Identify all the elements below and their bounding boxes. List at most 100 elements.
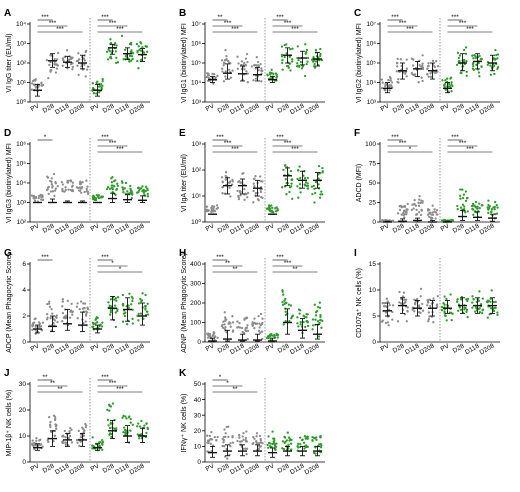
- data-point: [83, 59, 87, 62]
- data-point: [64, 317, 67, 320]
- data-point: [427, 64, 430, 68]
- data-point: [283, 299, 286, 302]
- data-point: [474, 55, 477, 58]
- data-point: [110, 181, 114, 184]
- data-point: [288, 319, 291, 323]
- data-point: [380, 86, 384, 90]
- data-point: [140, 300, 143, 303]
- data-point: [455, 63, 459, 67]
- data-point: [111, 402, 115, 405]
- data-point: [477, 71, 481, 74]
- data-point: [456, 204, 459, 208]
- data-point: [224, 171, 228, 174]
- data-point: [496, 313, 499, 317]
- data-point: [140, 419, 143, 423]
- data-point: [299, 436, 302, 439]
- data-point: [79, 436, 83, 439]
- data-point: [101, 321, 104, 324]
- y-tick-label: 10⁴: [16, 180, 26, 187]
- data-point: [68, 434, 72, 438]
- data-point: [30, 82, 34, 85]
- x-tick-label: D208: [304, 222, 321, 236]
- data-point: [245, 440, 249, 443]
- data-point: [302, 320, 305, 324]
- data-point: [139, 312, 143, 315]
- data-point: [258, 434, 262, 438]
- data-point: [246, 196, 249, 199]
- data-point: [136, 51, 139, 54]
- data-point: [306, 187, 310, 190]
- data-point: [83, 306, 86, 310]
- data-point: [287, 436, 291, 439]
- data-point: [486, 206, 489, 209]
- data-point: [471, 306, 474, 309]
- data-point: [478, 75, 481, 78]
- data-point: [99, 323, 102, 326]
- data-point: [228, 321, 231, 324]
- x-tick-label: D28: [42, 462, 56, 474]
- data-point: [259, 439, 263, 442]
- data-point: [141, 185, 144, 188]
- data-point: [418, 211, 421, 214]
- data-point: [427, 317, 431, 321]
- sig-label: ***: [276, 134, 284, 141]
- data-point: [464, 190, 468, 193]
- data-point: [246, 191, 250, 195]
- data-point: [254, 192, 257, 195]
- sig-label: ***: [291, 26, 299, 33]
- data-point: [91, 82, 94, 85]
- data-point: [229, 195, 232, 198]
- data-point: [284, 178, 287, 181]
- data-point: [321, 319, 324, 323]
- data-point: [443, 314, 447, 317]
- data-point: [429, 304, 432, 308]
- data-point: [420, 76, 423, 79]
- data-point: [47, 185, 50, 189]
- data-point: [306, 176, 309, 180]
- x-tick-label: D118: [54, 342, 71, 356]
- data-point: [396, 62, 399, 65]
- data-point: [65, 441, 68, 444]
- data-point: [459, 206, 463, 209]
- data-point: [51, 190, 55, 193]
- data-point: [290, 448, 293, 451]
- y-tick-label: 30: [194, 412, 202, 419]
- data-point: [31, 328, 34, 331]
- data-point: [312, 65, 316, 68]
- x-tick-label: PV: [89, 222, 101, 233]
- data-point: [78, 444, 81, 447]
- data-point: [139, 297, 142, 301]
- data-point: [244, 57, 248, 60]
- data-point: [283, 55, 286, 59]
- data-point: [404, 298, 408, 301]
- data-point: [296, 185, 299, 188]
- data-point: [115, 188, 118, 192]
- data-point: [428, 315, 431, 318]
- data-point: [238, 191, 242, 194]
- data-point: [269, 442, 272, 445]
- data-point: [131, 322, 134, 325]
- data-point: [472, 213, 475, 216]
- data-point: [245, 70, 248, 73]
- data-point: [113, 179, 116, 183]
- data-point: [123, 314, 127, 318]
- data-point: [270, 209, 274, 212]
- data-point: [75, 438, 79, 442]
- data-point: [125, 417, 128, 420]
- data-point: [259, 324, 262, 327]
- data-point: [49, 425, 52, 429]
- y-tick-label: 10⁰: [16, 98, 26, 106]
- x-tick-label: D208: [69, 462, 86, 476]
- data-point: [52, 321, 55, 325]
- data-point: [302, 441, 306, 444]
- data-point: [289, 69, 292, 72]
- data-point: [129, 189, 133, 192]
- x-tick-label: D208: [479, 102, 496, 116]
- data-point: [431, 204, 434, 207]
- data-point: [416, 297, 419, 301]
- data-point: [83, 190, 86, 194]
- data-point: [316, 305, 320, 309]
